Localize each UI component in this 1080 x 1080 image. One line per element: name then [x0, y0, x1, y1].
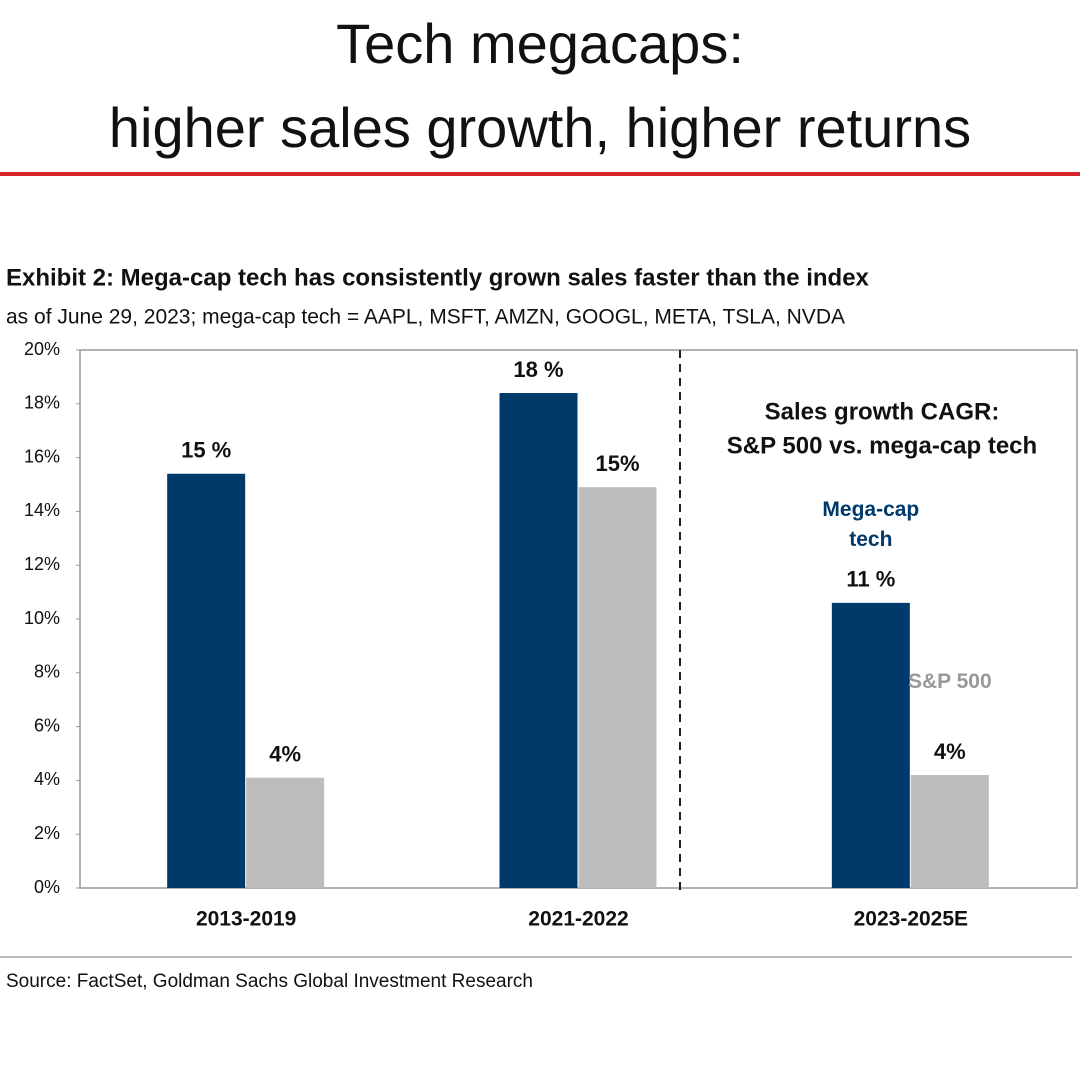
y-tick-label: 10% [24, 608, 60, 628]
legend-label: S&P 500 [907, 670, 992, 694]
annotation: Sales growth CAGR: [765, 398, 1000, 425]
headline: Tech megacaps: [336, 12, 744, 75]
value-label: 15% [595, 451, 639, 476]
y-tick-label: 8% [34, 662, 60, 682]
x-tick-label: 2021-2022 [528, 908, 628, 931]
bar [831, 602, 910, 888]
value-label: 4% [269, 742, 301, 767]
legend-label: Mega-cap tech [822, 497, 920, 551]
bar [499, 393, 578, 888]
headline: higher sales growth, higher returns [109, 96, 971, 159]
bar [167, 473, 246, 888]
bar [910, 775, 989, 888]
chart-subtitle: as of June 29, 2023; mega-cap tech = AAP… [6, 306, 845, 329]
y-tick-label: 12% [24, 554, 60, 574]
y-tick-label: 0% [34, 877, 60, 897]
chart-title: Exhibit 2: Mega-cap tech has consistentl… [6, 264, 870, 291]
bar [246, 777, 325, 888]
value-label: 15 % [181, 438, 231, 463]
x-tick-label: 2013-2019 [196, 908, 296, 931]
y-tick-label: 20% [24, 339, 60, 359]
value-label: 11 % [846, 567, 895, 592]
y-tick-label: 16% [24, 446, 60, 466]
y-tick-label: 6% [34, 715, 60, 735]
y-tick-label: 4% [34, 769, 60, 789]
y-tick-label: 18% [24, 393, 60, 413]
divider [0, 172, 1080, 176]
source: Source: FactSet, Goldman Sachs Global In… [6, 971, 533, 992]
value-label: 18 % [513, 357, 563, 382]
y-tick-label: 2% [34, 823, 60, 843]
bar [578, 487, 657, 888]
value-label: 4% [934, 739, 966, 764]
y-tick-label: 14% [24, 500, 60, 520]
annotation: S&P 500 vs. mega-cap tech [727, 432, 1037, 459]
x-tick-label: 2023-2025E [854, 908, 968, 931]
